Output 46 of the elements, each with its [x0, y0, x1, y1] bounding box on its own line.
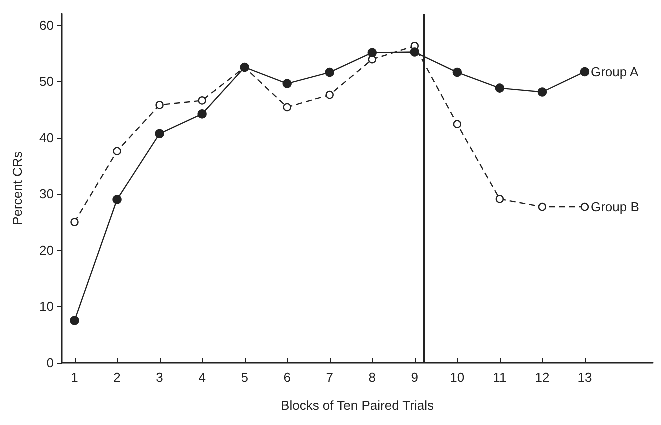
y-tick-label: 60	[40, 18, 54, 33]
point	[198, 110, 207, 119]
series-label: Group A	[590, 64, 639, 80]
point	[155, 129, 164, 138]
x-axis-title: Blocks of Ten Paired Trials	[281, 398, 434, 413]
x-tick-label: 8	[368, 370, 376, 385]
y-tick-label: 0	[46, 356, 54, 370]
y-tick-label: 50	[40, 74, 54, 90]
y-tick-label: 10	[40, 299, 54, 314]
point	[580, 67, 590, 77]
x-tick-label: 12	[535, 370, 550, 385]
x-tick-label: 11	[493, 370, 507, 385]
point	[453, 120, 462, 128]
point	[538, 88, 548, 97]
point	[156, 101, 164, 110]
y-tick-label: 40	[40, 130, 54, 146]
x-tick-label: 6	[284, 370, 291, 385]
point	[70, 218, 79, 226]
x-tick-label: 5	[241, 370, 248, 385]
point	[580, 202, 590, 212]
x-tick-label: 2	[114, 370, 121, 385]
point	[452, 68, 462, 78]
point	[112, 195, 122, 204]
x-tick-label: 13	[578, 370, 592, 385]
x-tick-label: 7	[326, 370, 334, 385]
point	[282, 79, 292, 88]
point	[368, 48, 377, 58]
series-label: Group B	[590, 200, 640, 215]
point	[198, 96, 206, 105]
point	[283, 103, 292, 112]
x-tick-label: 4	[198, 370, 206, 385]
x-tick-label: 1	[71, 370, 78, 385]
point	[538, 202, 547, 212]
point	[70, 316, 80, 326]
x-tick-label: 9	[411, 370, 419, 385]
point	[495, 84, 505, 93]
x-tick-label: 10	[450, 370, 465, 385]
y-axis-title: Percent CRs	[10, 151, 25, 226]
y-tick-label: 30	[40, 186, 54, 202]
point	[325, 68, 334, 78]
point	[496, 195, 504, 204]
y-tick-label: 20	[40, 242, 54, 258]
point	[410, 48, 420, 57]
point	[113, 147, 122, 156]
x-tick-label: 3	[156, 370, 164, 385]
point	[326, 90, 334, 100]
